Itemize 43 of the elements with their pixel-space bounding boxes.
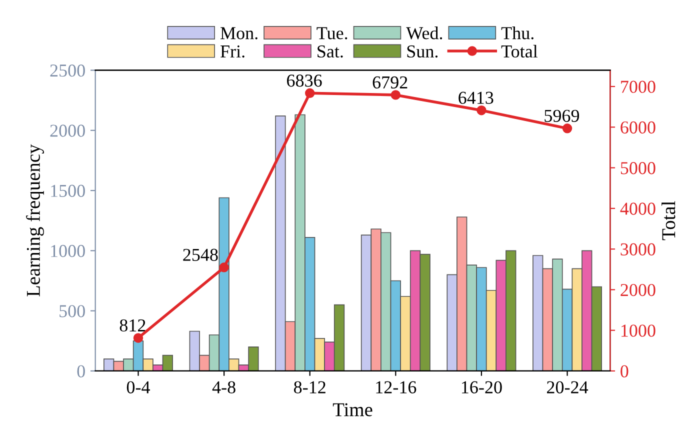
y2-tick-label: 5000 bbox=[620, 162, 656, 174]
y2-tick-label: 1000 bbox=[621, 324, 656, 337]
x-axis-title: Time bbox=[332, 403, 372, 416]
point bbox=[562, 124, 572, 134]
legend-label: Mon. bbox=[220, 27, 258, 40]
x-tick-label: 12-16 bbox=[376, 381, 416, 394]
legend-label: Wed. bbox=[406, 26, 442, 40]
y2-tick-label: 4000 bbox=[620, 202, 656, 215]
y2-axis-title: Total bbox=[662, 201, 676, 240]
data-label: 2548 bbox=[183, 248, 218, 261]
point bbox=[390, 90, 401, 100]
y2-tick-label: 6000 bbox=[620, 121, 656, 134]
y2-tick-label: 3000 bbox=[620, 243, 656, 256]
y2-tick-label: 2000 bbox=[620, 284, 656, 296]
legend-label: Sat. bbox=[318, 45, 343, 58]
data-label: 6836 bbox=[287, 74, 322, 87]
y-tick-label: 2000 bbox=[50, 124, 85, 137]
data-label: 5969 bbox=[544, 110, 580, 122]
y-tick-label: 1500 bbox=[51, 184, 85, 197]
data-label: 6792 bbox=[372, 76, 408, 88]
legend-label: Sun. bbox=[407, 45, 438, 58]
y-tick-label: 500 bbox=[60, 305, 85, 318]
legend-label: Tue. bbox=[316, 27, 348, 40]
legend-label: Thu. bbox=[501, 26, 534, 40]
y-axis-title: Learning frequency bbox=[26, 144, 44, 296]
y-tick-label: 2500 bbox=[50, 64, 85, 77]
point bbox=[219, 262, 229, 272]
x-tick-label: 8-12 bbox=[294, 381, 326, 394]
x-tick-label: 20-24 bbox=[547, 381, 588, 394]
x-tick-label: 0-4 bbox=[126, 381, 150, 394]
y-tick-label: 0 bbox=[77, 365, 85, 378]
legend-label: Fri. bbox=[220, 45, 244, 58]
point bbox=[476, 105, 486, 116]
point bbox=[133, 333, 144, 343]
x-tick-label: 16-20 bbox=[462, 381, 502, 394]
data-label: 6413 bbox=[458, 92, 494, 104]
y-tick-label: 1000 bbox=[51, 244, 85, 258]
y2-tick-label: 7000 bbox=[621, 80, 656, 93]
data-label: 812 bbox=[120, 319, 146, 332]
legend-label: Total bbox=[501, 44, 538, 58]
x-tick-label: 4-8 bbox=[212, 381, 236, 394]
y2-tick-label: 0 bbox=[620, 365, 628, 378]
point bbox=[304, 88, 315, 98]
